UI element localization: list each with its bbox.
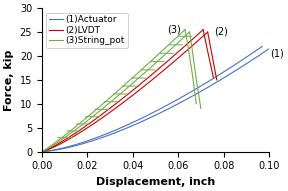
(3)String_pot: [182, 36, 185, 39]
Text: (2): (2): [215, 26, 228, 36]
(1)Actuator: [130, 125, 134, 127]
(3)String_pot: [99, 108, 103, 111]
(2)LVDT: [142, 86, 145, 88]
Line: (3)String_pot: (3)String_pot: [42, 32, 190, 151]
(1)Actuator: [183, 99, 187, 101]
Text: (3): (3): [167, 25, 180, 35]
(1)Actuator: [114, 131, 118, 134]
Text: (1): (1): [270, 49, 284, 59]
(3)String_pot: [142, 72, 146, 75]
(2)LVDT: [41, 150, 44, 153]
(2)LVDT: [180, 54, 183, 56]
(2)LVDT: [139, 88, 142, 90]
Line: (2)LVDT: (2)LVDT: [42, 32, 208, 151]
(1)Actuator: [267, 48, 271, 50]
(3)String_pot: [65, 135, 68, 138]
(2)LVDT: [206, 31, 209, 33]
(3)String_pot: [188, 31, 191, 33]
(1)Actuator: [67, 146, 71, 148]
(1)Actuator: [40, 150, 44, 153]
(1)Actuator: [204, 87, 208, 90]
(2)LVDT: [190, 45, 194, 47]
Legend: (1)Actuator, (2)LVDT, (3)String_pot: (1)Actuator, (2)LVDT, (3)String_pot: [46, 13, 128, 48]
(3)String_pot: [101, 107, 105, 109]
Y-axis label: Force, kip: Force, kip: [4, 49, 14, 111]
(3)String_pot: [40, 150, 44, 153]
X-axis label: Displacement, inch: Displacement, inch: [96, 177, 215, 187]
(2)LVDT: [40, 150, 44, 153]
(3)String_pot: [126, 87, 129, 89]
(2)LVDT: [138, 88, 142, 91]
(1)Actuator: [205, 87, 209, 89]
Line: (1)Actuator: (1)Actuator: [42, 49, 269, 151]
